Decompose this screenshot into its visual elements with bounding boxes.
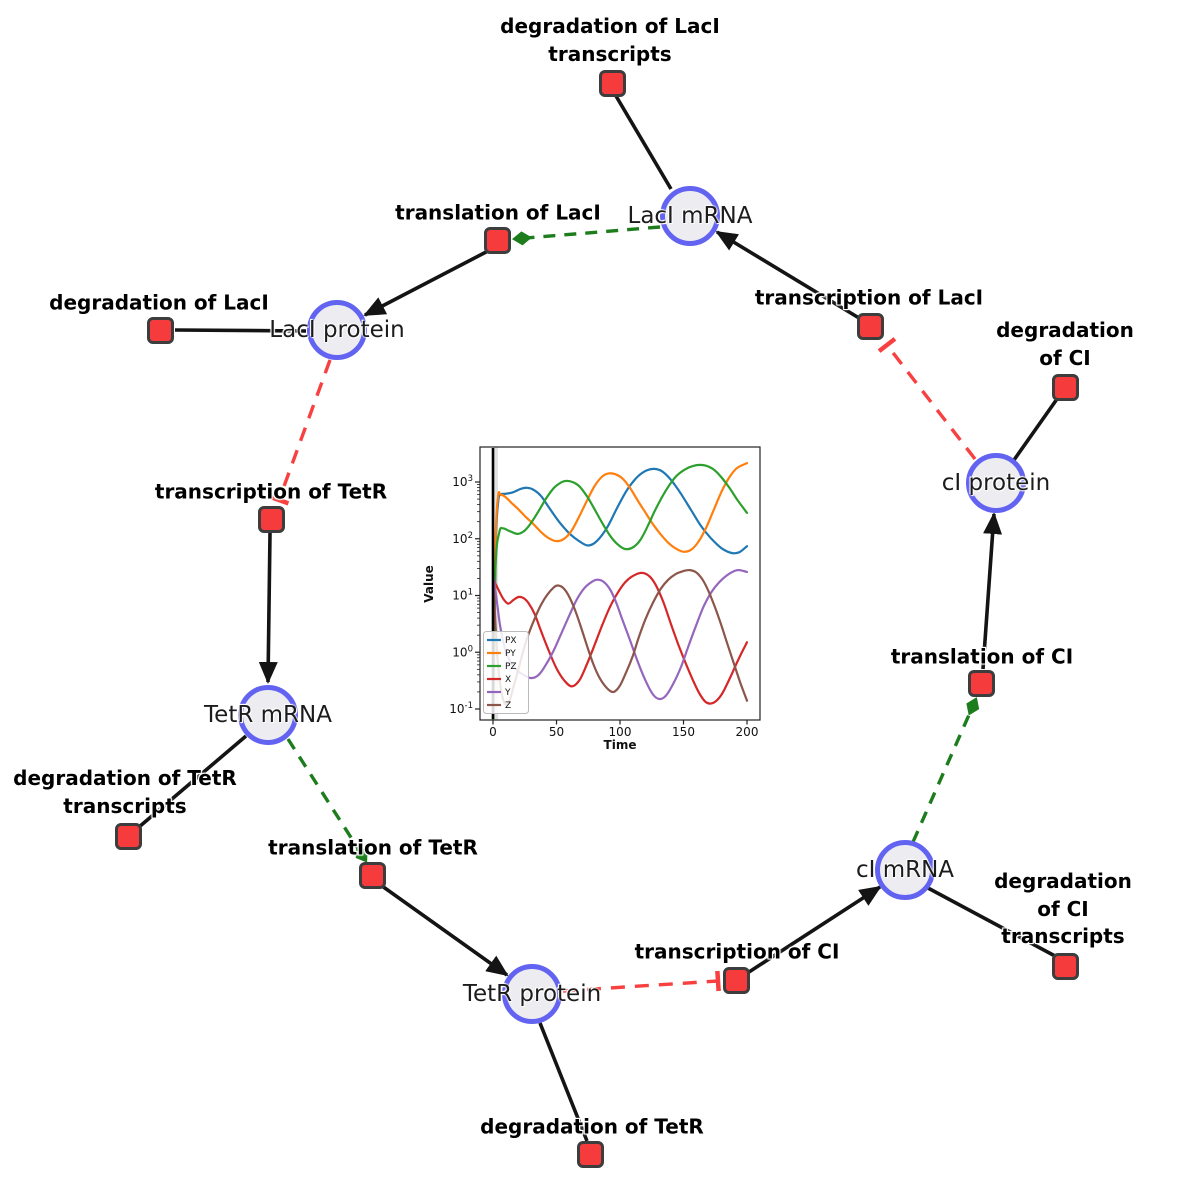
series-px xyxy=(491,467,749,720)
edge-laci-protein-inhibits-transcription-tetr xyxy=(268,359,332,506)
reaction-label-deg-tetr-transcripts: degradation of TetR transcripts xyxy=(13,765,237,818)
chart-canvas: 0 50 100 150 200 103 102 101 100 10-1 PX PY PZ XYZ Va… xyxy=(422,446,761,752)
x-tick-0: 0 xyxy=(489,725,497,739)
reaction-label-deg-laci: degradation of LacI xyxy=(49,290,269,315)
series-pz xyxy=(491,463,749,720)
edge-ci-mrna-to-deg-ci-transcripts xyxy=(927,886,1056,958)
x-tick-50: 50 xyxy=(549,725,564,739)
reaction-label-transcription-laci: transcription of LacI xyxy=(754,285,984,310)
legend-entry-x: X xyxy=(505,675,511,685)
edge-tetr-protein-to-deg-tetr xyxy=(538,1022,589,1142)
reaction-node-transcription-laci[interactable] xyxy=(856,312,884,340)
edge-translation-laci-to-laci-protein xyxy=(363,249,489,317)
y-axis-label: Value xyxy=(422,565,436,603)
edge-tetr-protein-inhibits-transcription-ci xyxy=(562,970,721,993)
reaction-node-deg-laci-transcripts[interactable] xyxy=(598,69,626,97)
series-py xyxy=(491,462,749,720)
species-label-laci-protein: LacI protein xyxy=(269,317,405,343)
edge-ci-protein-to-deg-ci xyxy=(1012,397,1059,462)
edge-translation-tetr-to-tetr-protein xyxy=(380,884,509,977)
species-label-tetr-mrna: TetR mRNA xyxy=(204,702,332,728)
reaction-node-translation-ci[interactable] xyxy=(967,669,995,697)
species-node-ci-mrna[interactable] xyxy=(875,840,935,900)
legend-entry-py: PY xyxy=(505,649,516,659)
edge-tetr-mrna-to-deg-tetr-transcripts xyxy=(137,734,248,829)
reaction-label-translation-ci: translation of CI xyxy=(890,644,1074,669)
species-node-laci-protein[interactable] xyxy=(307,300,367,360)
edge-transcription-laci-to-laci-mrna xyxy=(715,230,860,320)
legend-entry-px: PX xyxy=(505,636,517,646)
edge-transcription-tetr-to-tetr-mrna xyxy=(258,532,278,684)
species-label-ci-protein: cI protein xyxy=(941,470,1051,496)
edge-laci-mrna-to-translation-laci xyxy=(512,225,661,246)
legend: PX PY PZ XYZ xyxy=(483,631,529,714)
reaction-node-deg-ci-transcripts[interactable] xyxy=(1051,952,1079,980)
edge-tetr-mrna-to-translation-tetr xyxy=(286,738,368,863)
reaction-node-deg-laci[interactable] xyxy=(146,316,174,344)
reaction-label-translation-laci: translation of LacI xyxy=(395,200,601,225)
species-label-laci-mrna: LacI mRNA xyxy=(627,203,753,229)
x-tick-200: 200 xyxy=(736,725,759,739)
edge-translation-ci-to-ci-protein xyxy=(981,512,1003,670)
species-label-ci-mrna: cI mRNA xyxy=(855,857,955,883)
x-axis-label: Time xyxy=(604,738,637,752)
edge-laci-protein-to-deg-laci xyxy=(174,328,307,333)
reaction-label-deg-ci-transcripts: degradation of CI transcripts xyxy=(994,869,1132,949)
species-node-ci-protein[interactable] xyxy=(966,453,1026,513)
y-tick-1e0: 100 xyxy=(452,644,473,659)
timeseries-inset-plot: 0 50 100 150 200 103 102 101 100 10-1 PX PY PZ X Y Z Va… xyxy=(420,438,776,768)
y-tick-1e2: 102 xyxy=(452,531,473,546)
y-tick-1e1: 101 xyxy=(452,588,473,603)
reaction-node-translation-laci[interactable] xyxy=(483,226,511,254)
reaction-label-transcription-ci: transcription of CI xyxy=(634,939,840,964)
reaction-node-translation-tetr[interactable] xyxy=(358,861,386,889)
species-node-tetr-mrna[interactable] xyxy=(238,685,298,745)
y-tick-1e3: 103 xyxy=(452,474,473,489)
reaction-label-transcription-tetr: transcription of TetR xyxy=(154,479,388,504)
reaction-label-deg-tetr: degradation of TetR xyxy=(480,1114,704,1139)
species-node-tetr-protein[interactable] xyxy=(502,964,562,1024)
legend-entry-z: Z xyxy=(505,701,511,711)
species-label-tetr-protein: TetR protein xyxy=(462,981,602,1007)
reaction-node-deg-ci[interactable] xyxy=(1051,373,1079,401)
reaction-node-deg-tetr[interactable] xyxy=(576,1140,604,1168)
legend-entry-y: Y xyxy=(504,688,511,698)
edge-transcription-ci-to-ci-mrna xyxy=(748,885,882,974)
x-tick-150: 150 xyxy=(672,725,695,739)
reaction-node-transcription-tetr[interactable] xyxy=(257,505,285,533)
reaction-label-deg-laci-transcripts: degradation of LacI transcripts xyxy=(500,13,720,66)
edge-ci-protein-inhibits-transcription-laci xyxy=(877,337,977,461)
edge-ci-mrna-to-translation-ci xyxy=(911,697,980,843)
series-x xyxy=(491,571,749,705)
reaction-node-deg-tetr-transcripts[interactable] xyxy=(114,822,142,850)
x-tick-100: 100 xyxy=(609,725,632,739)
reaction-label-translation-tetr: translation of TetR xyxy=(268,835,478,860)
legend-entry-pz: PZ xyxy=(505,662,517,672)
y-tick-1e-1: 10-1 xyxy=(449,701,473,716)
reaction-label-deg-ci: degradation of CI xyxy=(996,317,1134,370)
edge-laci-mrna-to-deg-laci-transcripts xyxy=(614,95,673,190)
species-node-laci-mrna[interactable] xyxy=(660,186,720,246)
reaction-node-transcription-ci[interactable] xyxy=(722,966,750,994)
